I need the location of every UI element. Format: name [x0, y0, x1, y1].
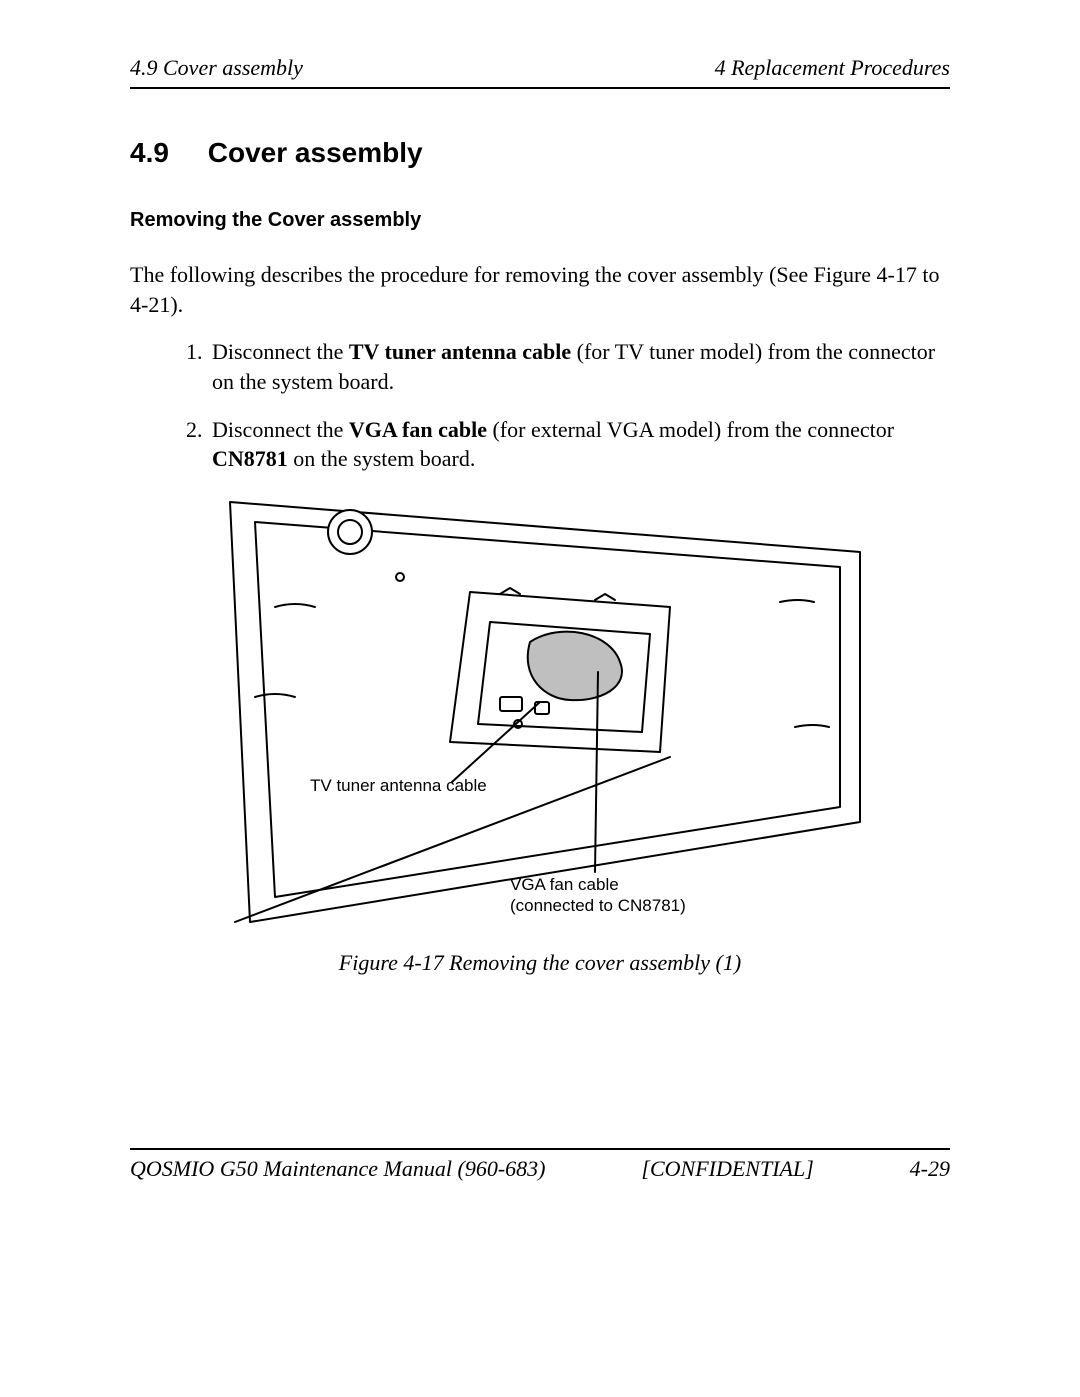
figure-svg	[200, 492, 880, 932]
step-item: Disconnect the VGA fan cable (for extern…	[208, 415, 950, 474]
step-text: Disconnect the	[212, 417, 349, 442]
step-text: Disconnect the	[212, 339, 349, 364]
running-footer: QOSMIO G50 Maintenance Manual (960-683) …	[130, 1148, 950, 1182]
figure: TV tuner antenna cable VGA fan cable (co…	[200, 492, 880, 932]
footer-center: [CONFIDENTIAL]	[641, 1156, 813, 1182]
footer-right: 4-29	[910, 1156, 950, 1182]
intro-paragraph: The following describes the procedure fo…	[130, 260, 950, 319]
step-bold: VGA fan cable	[349, 417, 487, 442]
subsection-heading: Removing the Cover assembly	[130, 209, 950, 232]
section-title: Cover assembly	[208, 137, 423, 168]
running-header: 4.9 Cover assembly 4 Replacement Procedu…	[130, 55, 950, 89]
step-bold: TV tuner antenna cable	[349, 339, 571, 364]
step-item: Disconnect the TV tuner antenna cable (f…	[208, 337, 950, 396]
header-left: 4.9 Cover assembly	[130, 55, 303, 81]
figure-label-vga-line1: VGA fan cable	[510, 875, 619, 894]
footer-left: QOSMIO G50 Maintenance Manual (960-683)	[130, 1156, 545, 1182]
figure-label-tv: TV tuner antenna cable	[310, 775, 487, 796]
section-heading: 4.9 Cover assembly	[130, 137, 950, 169]
figure-caption: Figure 4-17 Removing the cover assembly …	[130, 950, 950, 976]
step-text: (for external VGA model) from the connec…	[487, 417, 894, 442]
figure-label-vga-line2: (connected to CN8781)	[510, 896, 686, 915]
step-list: Disconnect the TV tuner antenna cable (f…	[130, 337, 950, 474]
step-text: on the system board.	[288, 446, 476, 471]
header-right: 4 Replacement Procedures	[715, 55, 950, 81]
figure-label-vga: VGA fan cable (connected to CN8781)	[510, 874, 686, 917]
section-number: 4.9	[130, 137, 200, 169]
step-bold: CN8781	[212, 446, 288, 471]
